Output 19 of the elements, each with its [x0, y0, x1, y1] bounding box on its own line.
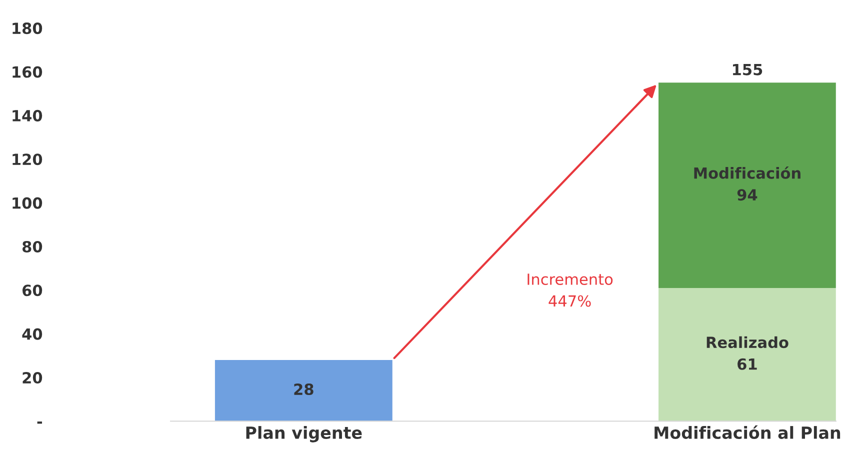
total-label: 155	[733, 64, 762, 76]
y-tick-label: -	[37, 422, 42, 424]
data-label: 94	[737, 189, 758, 201]
y-tick-label: 100	[12, 197, 42, 209]
data-label: 61	[738, 358, 757, 370]
series-label: Modificación	[694, 166, 800, 179]
x-tick-label: Plan vigente	[246, 426, 362, 442]
y-tick-label: 140	[12, 110, 42, 122]
y-tick-label: 40	[22, 328, 42, 340]
y-tick-label: 180	[12, 22, 42, 34]
y-tick-label: 120	[12, 154, 42, 166]
x-tick-label: Modificación al Plan	[654, 425, 840, 439]
y-tick-label: 80	[22, 240, 42, 252]
annotation: Incremento 447%	[528, 274, 613, 307]
series-label: Realizado	[706, 336, 788, 348]
y-tick-label: 20	[22, 372, 42, 384]
y-tick-label: 60	[22, 284, 42, 296]
data-label: 28	[294, 384, 314, 396]
y-tick-label: 160	[12, 66, 42, 78]
